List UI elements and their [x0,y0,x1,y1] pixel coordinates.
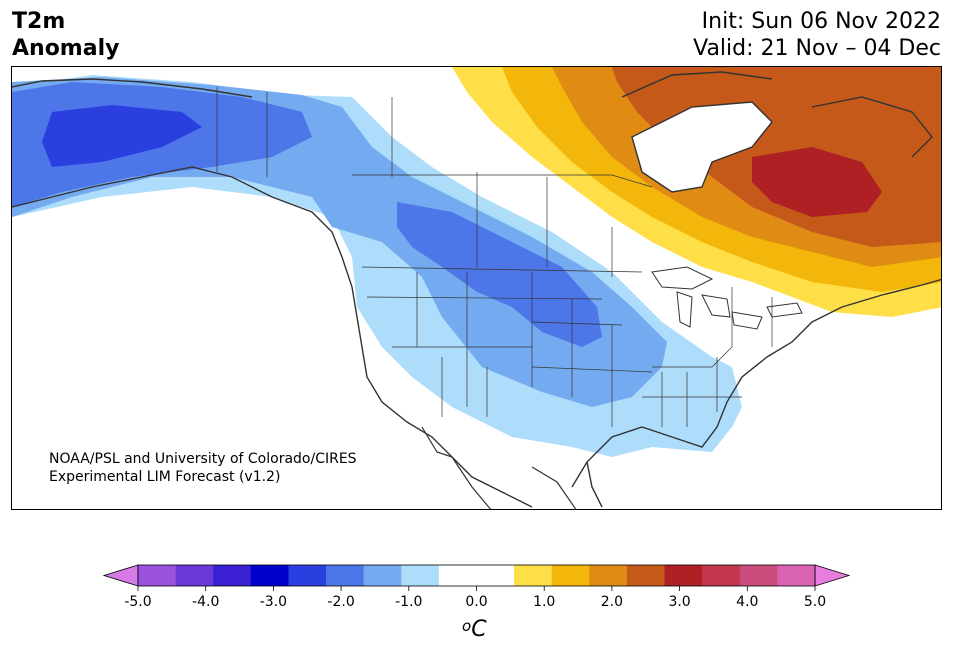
mexico-coast [421,426,577,509]
colorbar-segment [250,565,289,586]
unit-letter: C [471,617,487,642]
colorbar-tick-label: -4.0 [192,594,219,610]
colorbar-segment [551,565,590,586]
colorbar-segment [438,565,477,586]
political-boundaries [216,87,773,427]
colorbar-tick-label: -1.0 [395,594,422,610]
init-date: Init: Sun 06 Nov 2022 [701,9,941,34]
colorbar-ticks: -5.0 -4.0 -3.0 -2.0 -1.0 0.0 1.0 2.0 3.0 4.0 5.0 [124,586,826,610]
hudson-bay-water [632,102,772,192]
colorbar-tick-label: -3.0 [260,594,287,610]
band-deep-blue [42,105,202,167]
colorbar-segment [739,565,778,586]
colorbar-segment [777,565,816,586]
colorbar-extend-over [814,564,851,587]
credit-line-2: Experimental LIM Forecast (v1.2) [49,469,281,485]
band-blue [12,82,602,347]
colorbar-segment [138,565,177,586]
colorbar-tick-label: 0.0 [465,594,487,610]
colorbar-tick-label: -2.0 [327,594,354,610]
colorbar-segment [589,565,628,586]
band-red [682,119,882,217]
colorbar-segment [514,565,553,586]
colorbar-tick-label: 5.0 [804,594,826,610]
colorbar: -5.0 -4.0 -3.0 -2.0 -1.0 0.0 1.0 2.0 3.0 4.0 5.0 [102,564,851,610]
credit-text: NOAA/PSL and University of Colorado/CIRE… [49,450,357,486]
colorbar-tick-label: 3.0 [668,594,690,610]
colorbar-segment [476,565,515,586]
credit-line-1: NOAA/PSL and University of Colorado/CIRE… [49,451,357,467]
colorbar-segment [288,565,327,586]
colorbar-segment [213,565,252,586]
great-lakes [651,266,803,330]
valid-dates: Valid: 21 Nov – 04 Dec [693,36,941,61]
unit-degree: o [462,617,472,635]
map-canvas [12,67,941,509]
colorbar-tick-label: 2.0 [601,594,623,610]
colorbar-segment [326,565,365,586]
map-title: T2m Anomaly [12,8,119,62]
colorbar-extend-under [102,564,139,587]
anomaly-map [11,66,942,510]
colorbar-tick-label: 1.0 [533,594,555,610]
colorbar-segment [363,565,402,586]
colorbar-segment [702,565,741,586]
forecast-dates: Init: Sun 06 Nov 2022 Valid: 21 Nov – 04… [693,8,941,62]
colorbar-segment [626,565,666,586]
coastlines [12,71,941,508]
title-line-1: T2m [12,9,66,34]
colorbar-segments [102,564,851,587]
colorbar-segment [175,565,214,586]
colorbar-segment [401,565,440,586]
colorbar-tick-label: -5.0 [124,594,151,610]
colorbar-segment [664,565,703,586]
unit-label: oC [462,617,487,642]
colorbar-tick-label: 4.0 [736,594,758,610]
title-line-2: Anomaly [12,36,120,61]
